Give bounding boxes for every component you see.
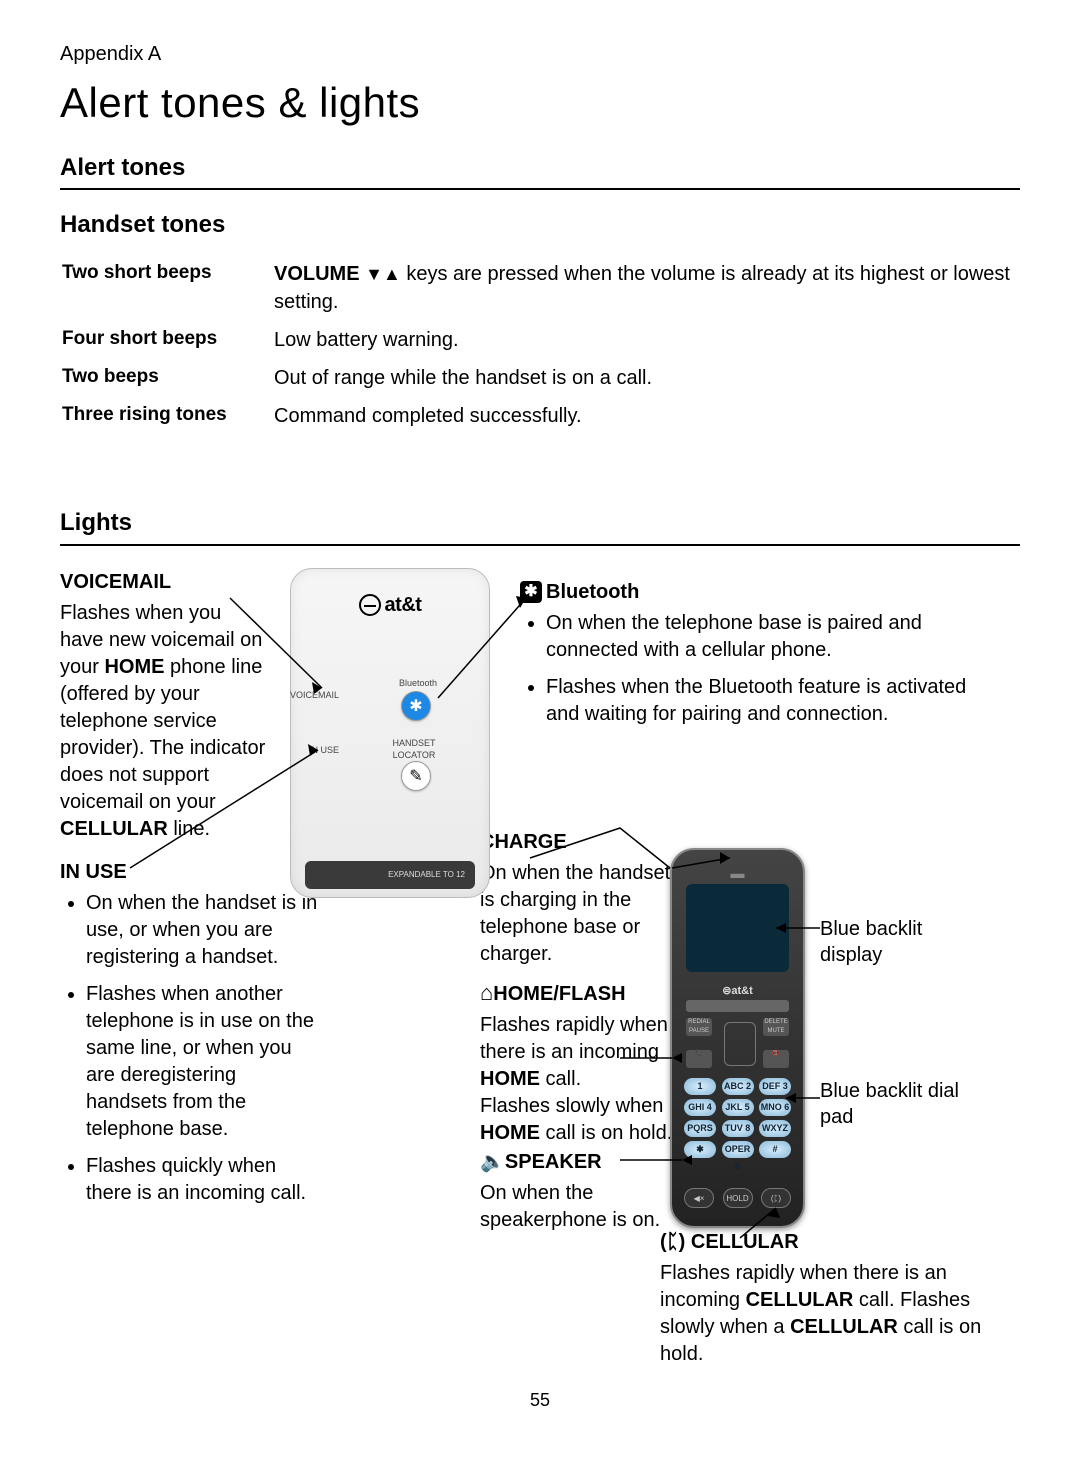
section-lights: Lights (60, 506, 1020, 546)
base-locator-button: ✎ (401, 761, 431, 791)
base-bluetooth-label: Bluetooth (399, 677, 437, 690)
list-item: On when the handset is in use, or when y… (86, 890, 320, 971)
page-number: 55 (60, 1388, 1020, 1413)
handset-menubar (686, 1000, 789, 1012)
bluetooth-icon: ✱ (520, 581, 542, 603)
homeflash-title: ⌂HOME/FLASH (480, 978, 700, 1009)
charge-text: On when the handset is charging in the t… (480, 860, 680, 968)
list-item: Flashes when another telephone is in use… (86, 981, 320, 1143)
phone-button: 📞 (686, 1050, 712, 1068)
charge-block: CHARGE On when the handset is charging i… (480, 828, 680, 968)
list-item: Flashes when the Bluetooth feature is ac… (546, 674, 980, 728)
in-use-title: IN USE (60, 858, 320, 886)
key-1: 1 (684, 1078, 716, 1095)
base-voicemail-label: VOICEMAIL (289, 689, 339, 702)
speaker-block: 🔈SPEAKER On when the speakerphone is on. (480, 1148, 690, 1234)
key-2: ABC 2 (722, 1078, 754, 1095)
homeflash-text: Flashes rapidly when there is an incomin… (480, 1012, 700, 1147)
speaker-title: 🔈SPEAKER (480, 1148, 690, 1176)
base-locator-label: HANDSET LOCATOR (391, 737, 437, 762)
homeflash-block: ⌂HOME/FLASH Flashes rapidly when there i… (480, 978, 700, 1148)
delete-button: DELETE MUTE (763, 1018, 789, 1036)
redial-button: REDIAL PAUSE (686, 1018, 712, 1036)
handset-midpad: REDIAL PAUSE DELETE MUTE 📞 📵 (686, 1018, 789, 1070)
volume-up-icon: ▲ (383, 262, 401, 287)
tone-desc: Out of range while the handset is on a c… (274, 360, 1018, 396)
bluetooth-title: ✱Bluetooth (520, 578, 980, 606)
voicemail-text: Flashes when you have new voicemail on y… (60, 600, 270, 843)
tone-label: Three rising tones (62, 398, 272, 434)
cellular-icon: (ᛈ) (660, 1231, 685, 1253)
base-inuse-label: IN USE (299, 744, 339, 757)
cellular-block: (ᛈ) CELLULAR Flashes rapidly when there … (660, 1228, 990, 1368)
key-star: ✱ (684, 1141, 716, 1158)
page-title: Alert tones & lights (60, 74, 1020, 133)
subsection-handset-tones: Handset tones (60, 208, 1020, 242)
voicemail-title: VOICEMAIL (60, 568, 270, 596)
handset-brand: ⊜at&t (672, 984, 803, 999)
cellular-title: (ᛈ) CELLULAR (660, 1228, 990, 1256)
display-annotation: Blue backlit display (820, 916, 970, 968)
base-foot-strip: EXPANDABLE TO 12 (305, 861, 475, 889)
base-station-illustration: at&t Bluetooth ✱ VOICEMAIL IN USE HANDSE… (290, 568, 490, 898)
tone-desc: Command completed successfully. (274, 398, 1018, 434)
tone-label: Two beeps (62, 360, 272, 396)
tone-label: Four short beeps (62, 322, 272, 358)
in-use-block: IN USE On when the handset is in use, or… (60, 858, 320, 1217)
key-7: PQRS 7 (684, 1120, 716, 1137)
bluetooth-block: ✱Bluetooth On when the telephone base is… (520, 578, 980, 738)
table-row: Three rising tones Command completed suc… (62, 398, 1018, 434)
list-item: Flashes quickly when there is an incomin… (86, 1153, 320, 1207)
handset-keypad: 1 ABC 2 DEF 3 GHI 4 JKL 5 MNO 6 PQRS 7 TUV 8 W… (684, 1078, 791, 1182)
charge-title: CHARGE (480, 828, 680, 856)
att-logo: at&t (291, 591, 489, 619)
handset-screen (686, 884, 789, 972)
off-button: 📵 (763, 1050, 789, 1068)
tone-desc: VOLUME ▼▲ keys are pressed when the volu… (274, 256, 1018, 320)
handset-illustration: ▬ ⊜at&t REDIAL PAUSE DELETE MUTE 📞 📵 1 AB… (670, 848, 805, 1228)
key-8: TUV 8 (722, 1120, 754, 1137)
tone-desc: Low battery warning. (274, 322, 1018, 358)
list-item: On when the telephone base is paired and… (546, 610, 980, 664)
table-row: Four short beeps Low battery warning. (62, 322, 1018, 358)
key-3: DEF 3 (759, 1078, 791, 1095)
volume-down-icon: ▼ (365, 262, 383, 287)
dialpad-annotation: Blue backlit dial pad (820, 1078, 970, 1130)
cellular-text: Flashes rapidly when there is an incomin… (660, 1260, 990, 1368)
key-6: MNO 6 (759, 1099, 791, 1116)
speaker-icon: 🔈 (480, 1151, 505, 1173)
tone-label: Two short beeps (62, 256, 272, 320)
home-icon: ⌂ (480, 980, 493, 1005)
section-alert-tones: Alert tones (60, 151, 1020, 191)
appendix-label: Appendix A (60, 40, 1020, 68)
speaker-text: On when the speakerphone is on. (480, 1180, 690, 1234)
voicemail-block: VOICEMAIL Flashes when you have new voic… (60, 568, 270, 843)
nav-pad (724, 1022, 756, 1066)
volume-word: VOLUME (274, 263, 360, 285)
hold-key: HOLD (723, 1188, 753, 1208)
key-0: OPER 0 (722, 1141, 754, 1158)
table-row: Two beeps Out of range while the handset… (62, 360, 1018, 396)
lights-diagram: VOICEMAIL Flashes when you have new voic… (60, 558, 1020, 1378)
cellular-key: (ᛈ) (761, 1188, 791, 1208)
handset-bottom-row: ◀× HOLD (ᛈ) (684, 1188, 791, 1208)
handset-earpiece: ▬ (672, 864, 803, 884)
key-9: WXYZ 9 (759, 1120, 791, 1137)
key-5: JKL 5 (722, 1099, 754, 1116)
table-row: Two short beeps VOLUME ▼▲ keys are press… (62, 256, 1018, 320)
key-hash: # (759, 1141, 791, 1158)
speaker-key: ◀× (684, 1188, 714, 1208)
base-bluetooth-button: ✱ (401, 691, 431, 721)
key-4: GHI 4 (684, 1099, 716, 1116)
handset-tones-table: Two short beeps VOLUME ▼▲ keys are press… (60, 254, 1020, 436)
